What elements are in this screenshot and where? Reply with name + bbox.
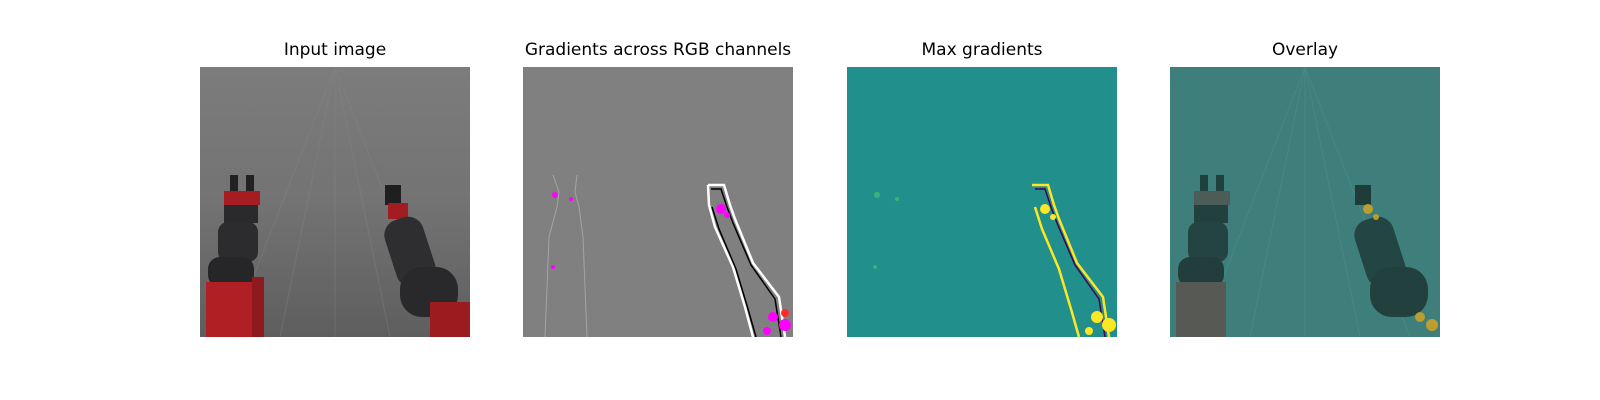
panel-title: Input image (283, 40, 387, 60)
right-robot-arm (384, 185, 470, 337)
overlay-image (1170, 67, 1440, 337)
rgb-gradients-graphic (523, 67, 793, 337)
input-image (200, 67, 470, 337)
panel-input-image: Input image (200, 0, 470, 400)
panel-rgb-gradients: Gradients across RGB channels (523, 0, 793, 400)
left-robot-arm (206, 175, 264, 337)
panel-max-gradients: Max gradients (847, 0, 1117, 400)
max-gradients-graphic (847, 67, 1117, 337)
panel-title: Gradients across RGB channels (524, 40, 792, 60)
overlay-graphic (1170, 67, 1440, 337)
panel-title: Overlay (1271, 40, 1339, 60)
input-image-graphic (200, 67, 470, 337)
rgb-gradients-image (523, 67, 793, 337)
max-gradients-image (847, 67, 1117, 337)
panel-title: Max gradients (921, 40, 1043, 60)
panel-overlay: Overlay (1170, 0, 1440, 400)
